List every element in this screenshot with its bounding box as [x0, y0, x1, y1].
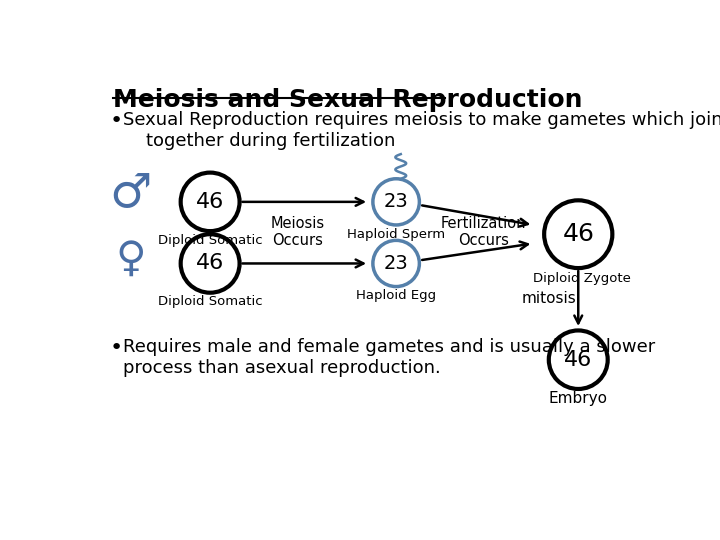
Circle shape	[549, 330, 608, 389]
Text: Embryo: Embryo	[549, 391, 608, 406]
Text: 23: 23	[384, 192, 408, 211]
Text: 46: 46	[196, 253, 224, 273]
Text: 46: 46	[196, 192, 224, 212]
Text: ♀: ♀	[115, 238, 145, 280]
Text: Sexual Reproduction requires meiosis to make gametes which join
    together dur: Sexual Reproduction requires meiosis to …	[122, 111, 720, 150]
Text: Haploid Sperm: Haploid Sperm	[347, 228, 445, 241]
Circle shape	[181, 234, 240, 293]
Circle shape	[373, 179, 419, 225]
Text: 46: 46	[564, 350, 593, 370]
Text: Meiosis and Sexual Reproduction: Meiosis and Sexual Reproduction	[113, 88, 582, 112]
Text: •: •	[109, 338, 122, 358]
Text: •: •	[109, 111, 122, 131]
Text: Diploid Somatic: Diploid Somatic	[158, 295, 262, 308]
Text: ♂: ♂	[109, 172, 151, 217]
Circle shape	[373, 240, 419, 287]
Text: Haploid Egg: Haploid Egg	[356, 289, 436, 302]
Text: 46: 46	[562, 222, 594, 246]
Text: Meiosis
Occurs: Meiosis Occurs	[271, 215, 325, 248]
Text: mitosis: mitosis	[521, 291, 576, 306]
Circle shape	[181, 173, 240, 231]
Circle shape	[544, 200, 612, 268]
Text: Diploid Zygote: Diploid Zygote	[534, 272, 631, 285]
Text: 23: 23	[384, 254, 408, 273]
Text: Requires male and female gametes and is usually a slower
process than asexual re: Requires male and female gametes and is …	[122, 338, 654, 377]
Text: Fertilization
Occurs: Fertilization Occurs	[441, 215, 526, 248]
Text: Diploid Somatic: Diploid Somatic	[158, 234, 262, 247]
